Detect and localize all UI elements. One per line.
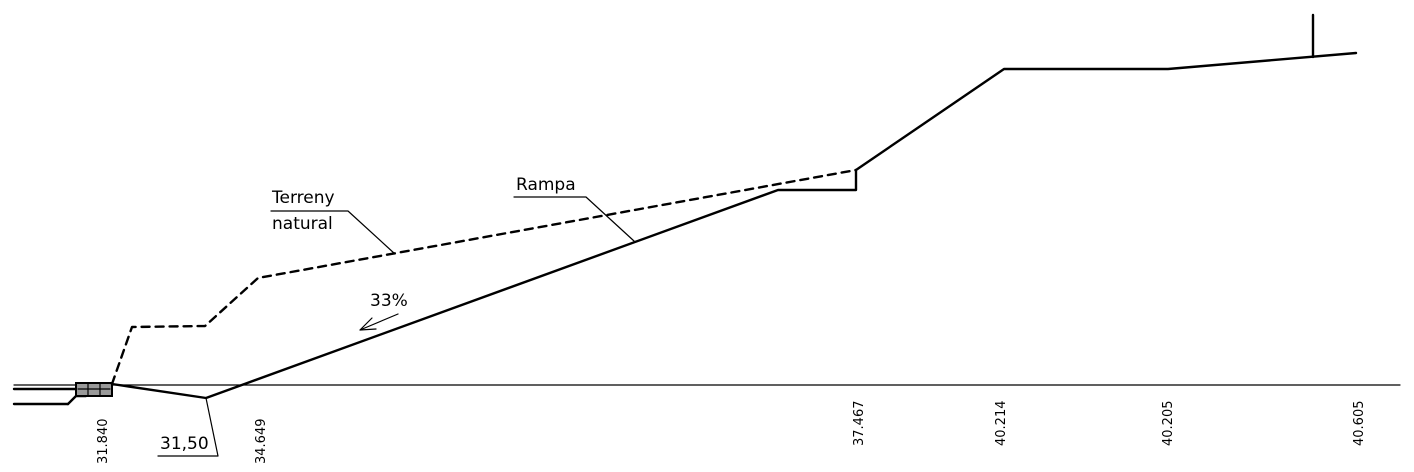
slope-arrowhead [359,317,377,331]
elevation-label: 31.840 [96,419,111,465]
terrain-label-line2: natural [272,214,333,234]
ramp-label: Rampa [513,175,635,242]
elevation-label: 34.649 [254,419,269,465]
bottom-level-label: 31,50 [157,397,219,457]
terrain-label-line1: Terreny [271,188,335,208]
elevation-label: 40.605 [1352,401,1367,447]
elevation-label: 37.467 [852,401,867,447]
slope-label: 33% [370,291,408,311]
slope-arrow [359,313,399,331]
natural-terrain-line [110,168,858,386]
slope-annotation: 33% [359,291,408,331]
elevation-label: 40.205 [1161,401,1176,447]
ramp-profile-line [110,51,1358,400]
bottom-level-text: 31,50 [160,434,209,454]
elevation-label: 40.214 [994,401,1009,447]
terrain-label: Terreny natural [270,188,396,255]
ramp-label-text: Rampa [516,175,576,195]
road-edge [12,382,113,406]
